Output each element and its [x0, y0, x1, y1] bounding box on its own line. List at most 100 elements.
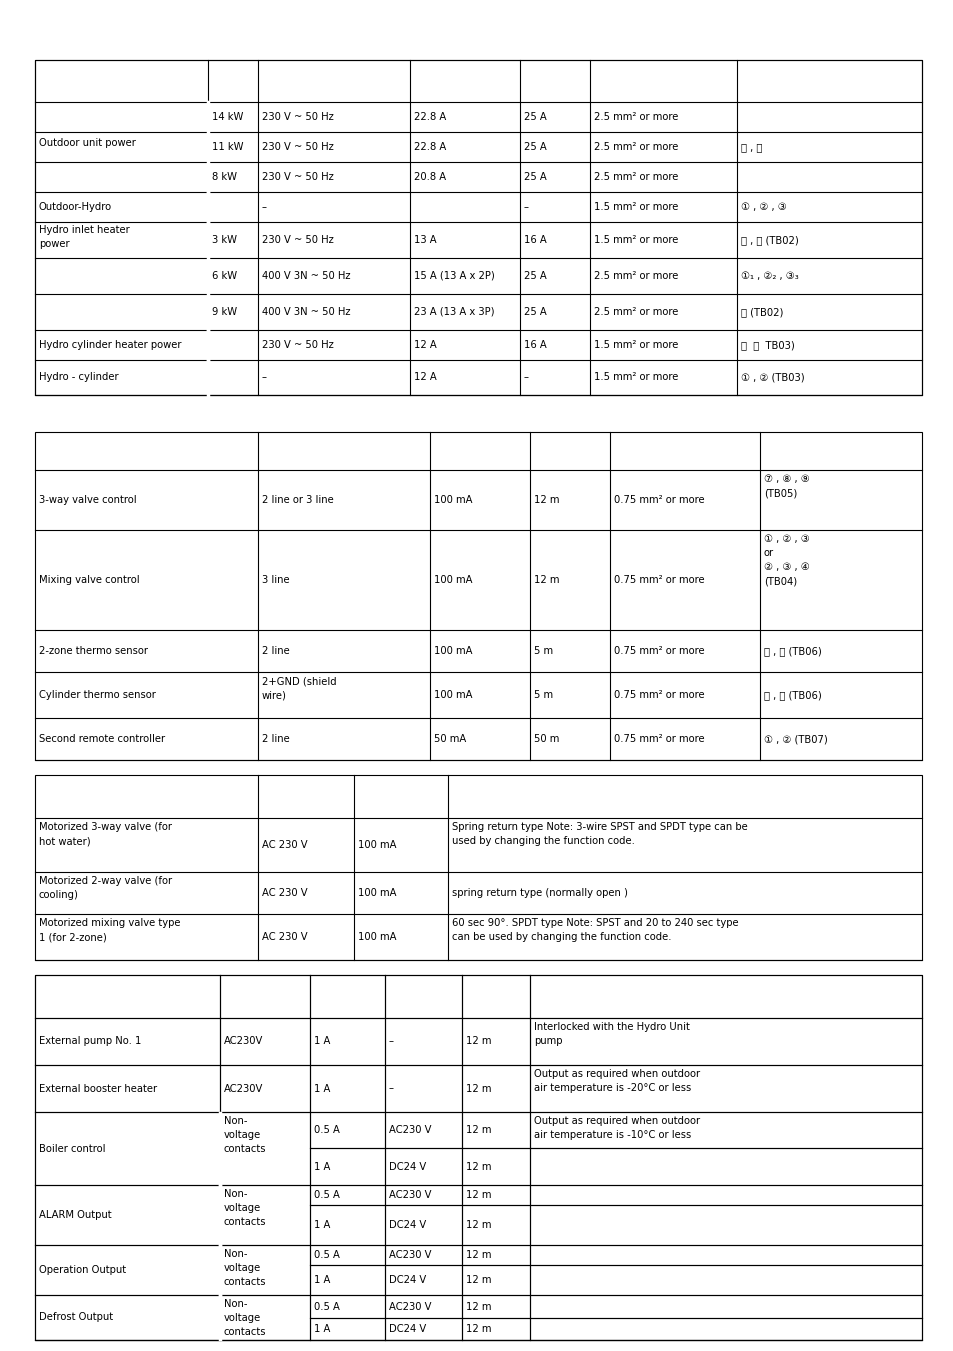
Text: 230 V ~ 50 Hz: 230 V ~ 50 Hz [262, 172, 334, 182]
Text: –: – [523, 373, 529, 382]
Text: 1.5 mm² or more: 1.5 mm² or more [594, 373, 678, 382]
Text: Spring return type Note: 3-wire SPST and SPDT type can be: Spring return type Note: 3-wire SPST and… [452, 821, 747, 832]
Text: voltage: voltage [224, 1129, 261, 1140]
Text: ① , ② (TB07): ① , ② (TB07) [763, 734, 827, 744]
Text: 12 m: 12 m [465, 1125, 491, 1135]
Text: 100 mA: 100 mA [357, 840, 396, 850]
Text: ①₁ , ②₂ , ③₃: ①₁ , ②₂ , ③₃ [740, 272, 798, 281]
Text: AC230V: AC230V [224, 1084, 263, 1093]
Text: 12 A: 12 A [414, 340, 436, 350]
Text: 12 m: 12 m [465, 1036, 491, 1047]
Text: 0.75 mm² or more: 0.75 mm² or more [614, 576, 704, 585]
Text: 100 mA: 100 mA [434, 494, 472, 505]
Text: AC 230 V: AC 230 V [262, 840, 307, 850]
Text: Interlocked with the Hydro Unit: Interlocked with the Hydro Unit [534, 1021, 689, 1032]
Text: Mixing valve control: Mixing valve control [39, 576, 139, 585]
Text: AC 230 V: AC 230 V [262, 888, 307, 898]
Text: 25 A: 25 A [523, 142, 546, 153]
Bar [35, 775, 921, 961]
Text: DC24 V: DC24 V [389, 1275, 426, 1285]
Text: 1.5 mm² or more: 1.5 mm² or more [594, 203, 678, 212]
Text: 5 m: 5 m [534, 646, 553, 657]
Text: 3 kW: 3 kW [212, 235, 236, 245]
Text: 12 m: 12 m [465, 1301, 491, 1312]
Text: 2.5 mm² or more: 2.5 mm² or more [594, 172, 678, 182]
Text: Non-: Non- [224, 1300, 247, 1309]
Bar [35, 432, 921, 761]
Text: ② , ③ , ④: ② , ③ , ④ [763, 562, 809, 571]
Text: cooling): cooling) [39, 890, 79, 900]
Text: 20.8 A: 20.8 A [414, 172, 446, 182]
Text: Outdoor-Hydro: Outdoor-Hydro [39, 203, 112, 212]
Text: External pump No. 1: External pump No. 1 [39, 1036, 141, 1047]
Text: 12 m: 12 m [465, 1220, 491, 1229]
Text: 12 m: 12 m [465, 1162, 491, 1171]
Bar [35, 59, 921, 394]
Text: 1.5 mm² or more: 1.5 mm² or more [594, 340, 678, 350]
Text: 230 V ~ 50 Hz: 230 V ~ 50 Hz [262, 142, 334, 153]
Text: Hydro - cylinder: Hydro - cylinder [39, 373, 118, 382]
Text: 1.5 mm² or more: 1.5 mm² or more [594, 235, 678, 245]
Text: 3 line: 3 line [262, 576, 290, 585]
Text: used by changing the function code.: used by changing the function code. [452, 836, 634, 846]
Text: 50 m: 50 m [534, 734, 558, 744]
Text: 0.5 A: 0.5 A [314, 1301, 339, 1312]
Text: 25 A: 25 A [523, 307, 546, 317]
Text: AC230 V: AC230 V [389, 1301, 431, 1312]
Text: Ⓐ , Ⓑ (TB06): Ⓐ , Ⓑ (TB06) [763, 690, 821, 700]
Text: Non-: Non- [224, 1116, 247, 1125]
Text: AC230 V: AC230 V [389, 1190, 431, 1200]
Text: power: power [39, 239, 70, 249]
Text: Non-: Non- [224, 1250, 247, 1259]
Text: Output as required when outdoor: Output as required when outdoor [534, 1069, 700, 1079]
Text: 100 mA: 100 mA [434, 646, 472, 657]
Text: air temperature is -20°C or less: air temperature is -20°C or less [534, 1084, 691, 1093]
Text: –: – [523, 203, 529, 212]
Text: (TB05): (TB05) [763, 488, 797, 499]
Text: 0.75 mm² or more: 0.75 mm² or more [614, 690, 704, 700]
Text: 230 V ~ 50 Hz: 230 V ~ 50 Hz [262, 235, 334, 245]
Text: 100 mA: 100 mA [434, 576, 472, 585]
Text: 12 m: 12 m [465, 1275, 491, 1285]
Text: Motorized 2-way valve (for: Motorized 2-way valve (for [39, 875, 172, 886]
Text: Output as required when outdoor: Output as required when outdoor [534, 1116, 700, 1125]
Text: Ⓛ  Ⓝ  TB03): Ⓛ Ⓝ TB03) [740, 340, 794, 350]
Text: 22.8 A: 22.8 A [414, 112, 446, 122]
Text: AC230 V: AC230 V [389, 1250, 431, 1260]
Text: 2.5 mm² or more: 2.5 mm² or more [594, 142, 678, 153]
Text: 0.5 A: 0.5 A [314, 1190, 339, 1200]
Text: 1 (for 2-zone): 1 (for 2-zone) [39, 932, 107, 942]
Text: 25 A: 25 A [523, 272, 546, 281]
Text: 100 mA: 100 mA [357, 888, 396, 898]
Text: Hydro cylinder heater power: Hydro cylinder heater power [39, 340, 181, 350]
Text: Operation Output: Operation Output [39, 1265, 126, 1275]
Text: 22.8 A: 22.8 A [414, 142, 446, 153]
Text: External booster heater: External booster heater [39, 1084, 157, 1093]
Text: 100 mA: 100 mA [434, 690, 472, 700]
Text: 12 m: 12 m [534, 576, 558, 585]
Text: 1 A: 1 A [314, 1084, 330, 1093]
Text: 25 A: 25 A [523, 112, 546, 122]
Text: 12 m: 12 m [465, 1250, 491, 1260]
Text: –: – [389, 1036, 394, 1047]
Bar [35, 975, 921, 1340]
Text: AC230V: AC230V [224, 1036, 263, 1047]
Text: ① , ② (TB03): ① , ② (TB03) [740, 373, 803, 382]
Text: 0.5 A: 0.5 A [314, 1125, 339, 1135]
Text: –: – [262, 373, 267, 382]
Text: Motorized 3-way valve (for: Motorized 3-way valve (for [39, 821, 172, 832]
Text: ⑦ , ⑧ , ⑨: ⑦ , ⑧ , ⑨ [763, 474, 809, 484]
Text: 2.5 mm² or more: 2.5 mm² or more [594, 307, 678, 317]
Text: 0.75 mm² or more: 0.75 mm² or more [614, 734, 704, 744]
Text: voltage: voltage [224, 1202, 261, 1213]
Text: 11 kW: 11 kW [212, 142, 243, 153]
Text: 25 A: 25 A [523, 172, 546, 182]
Text: Ⓛ , Ⓝ (TB02): Ⓛ , Ⓝ (TB02) [740, 235, 798, 245]
Text: 12 m: 12 m [465, 1190, 491, 1200]
Text: 16 A: 16 A [523, 235, 546, 245]
Text: 1 A: 1 A [314, 1162, 330, 1171]
Text: 2-zone thermo sensor: 2-zone thermo sensor [39, 646, 148, 657]
Text: voltage: voltage [224, 1313, 261, 1323]
Text: 1 A: 1 A [314, 1220, 330, 1229]
Text: 2 line or 3 line: 2 line or 3 line [262, 494, 334, 505]
